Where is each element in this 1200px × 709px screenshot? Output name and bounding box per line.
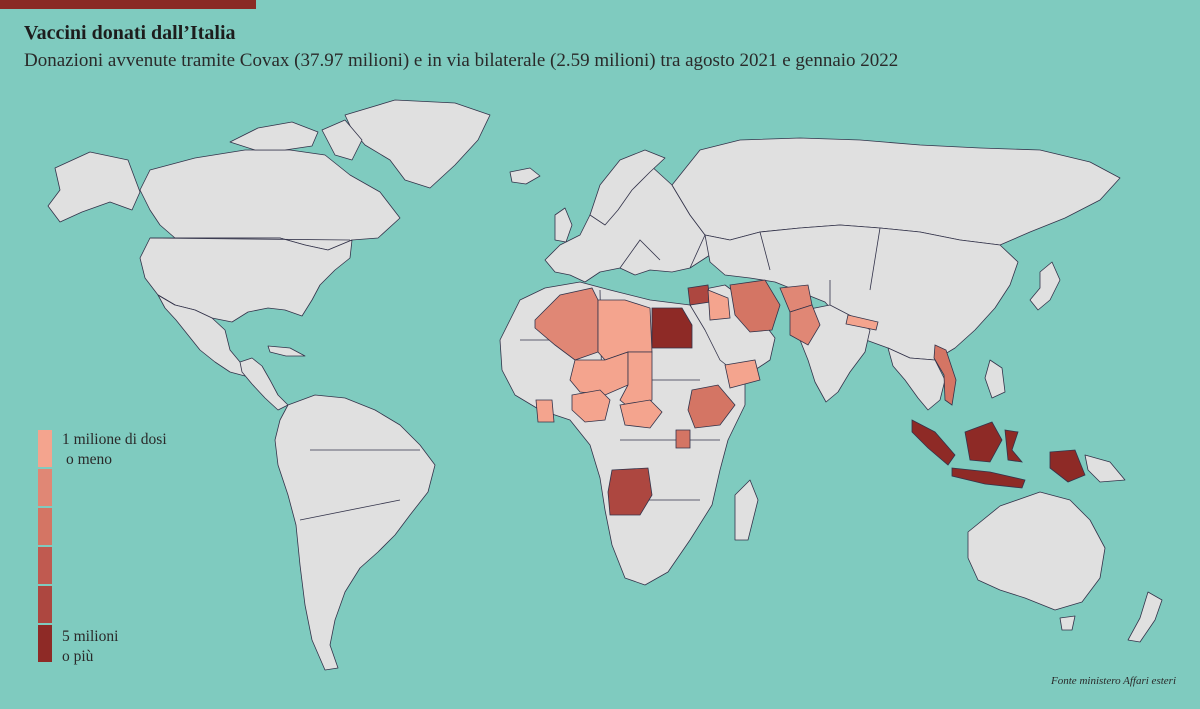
country-philippines — [984, 359, 1006, 399]
country-madagascar — [734, 479, 759, 541]
country-new-zealand — [1127, 591, 1163, 643]
continent-south-america — [274, 394, 436, 671]
country-ghana — [535, 399, 555, 423]
country-indonesia-sulawesi — [1004, 429, 1023, 463]
top-accent-bar — [0, 0, 256, 9]
country-greenland — [344, 99, 491, 189]
legend-swatch-4 — [38, 547, 52, 584]
legend-swatch-1 — [38, 430, 52, 467]
region-southeast-asia — [887, 347, 946, 411]
legend-low-label: 1 milione di dosi o meno — [62, 431, 167, 468]
country-ethiopia — [687, 384, 736, 429]
country-indonesia-papua — [1049, 449, 1086, 483]
region-central-east-asia — [704, 224, 1019, 361]
source-note: Fonte ministero Affari esteri — [1051, 675, 1176, 687]
color-legend: 1 milione di dosi o meno 5 milioni o più — [38, 430, 198, 666]
country-niger — [569, 351, 629, 396]
country-tasmania — [1059, 615, 1076, 631]
country-indonesia-borneo — [964, 421, 1003, 463]
country-iran — [729, 279, 781, 333]
country-syria — [687, 284, 711, 306]
country-pakistan — [789, 304, 821, 346]
country-egypt — [651, 307, 693, 349]
country-libya — [597, 299, 653, 361]
country-alaska — [47, 151, 141, 223]
legend-swatch-3 — [38, 508, 52, 545]
legend-swatch-6 — [38, 625, 52, 662]
country-indonesia-java — [951, 467, 1026, 489]
country-cuba — [267, 345, 306, 357]
country-vietnam — [933, 344, 957, 406]
region-central-america — [239, 357, 289, 411]
country-nepal — [845, 314, 879, 331]
legend-swatch-5 — [38, 586, 52, 623]
legend-high-label: 5 milioni o più — [62, 628, 119, 665]
map-title: Vaccini donati dall’Italia — [24, 22, 236, 44]
country-uk — [554, 207, 573, 243]
country-iceland — [509, 167, 541, 185]
country-japan — [1029, 261, 1061, 311]
country-indonesia-sumatra — [911, 419, 956, 466]
country-iraq — [707, 289, 731, 321]
region-scandinavia — [589, 149, 666, 226]
country-canada-arctic — [229, 121, 319, 151]
country-yemen — [724, 359, 761, 389]
country-nigeria — [571, 389, 611, 423]
country-canada-baffin — [321, 119, 363, 161]
country-canada — [139, 149, 401, 251]
country-rwanda-burundi — [675, 429, 691, 449]
legend-swatch-2 — [38, 469, 52, 506]
country-car — [619, 399, 663, 429]
country-australia — [967, 491, 1106, 611]
country-russia — [671, 137, 1121, 246]
country-papua-new-guinea — [1084, 454, 1126, 483]
country-angola — [607, 467, 653, 516]
map-subtitle: Donazioni avvenute tramite Covax (37.97 … — [24, 50, 899, 71]
